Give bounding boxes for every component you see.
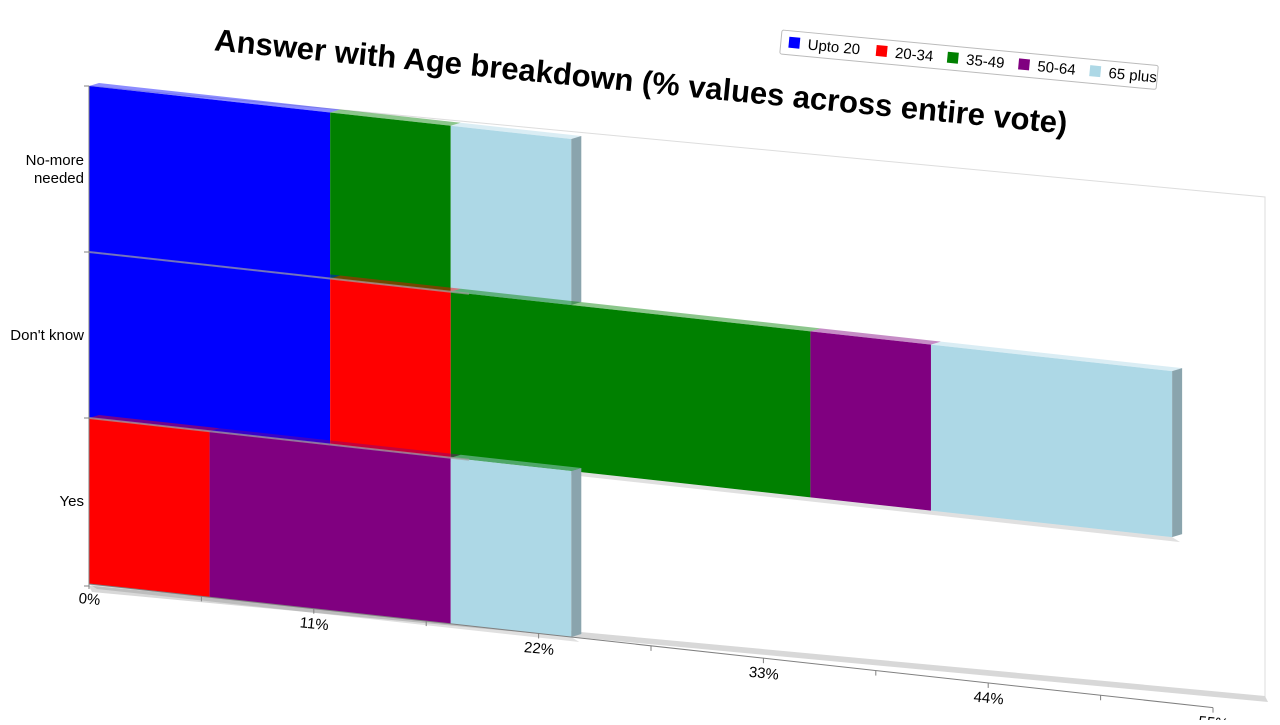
bar-top-don-t-know-65-plus bbox=[930, 341, 1183, 372]
bar-yes-65-plus bbox=[450, 457, 572, 638]
bar-top-yes-65-plus bbox=[450, 454, 582, 472]
bar-yes-20-34 bbox=[89, 418, 210, 598]
bar-yes-50-64 bbox=[209, 431, 451, 624]
legend-label-upto-20: Upto 20 bbox=[807, 37, 861, 59]
legend-swatch-20-34 bbox=[875, 44, 888, 57]
bar-shadow-yes bbox=[89, 584, 580, 643]
bar-top-yes-20-34 bbox=[89, 415, 220, 432]
value-tick-label: 0% bbox=[78, 590, 101, 609]
bar-no-more-needed-upto-20 bbox=[89, 86, 331, 279]
bar-don-t-know-20-34 bbox=[330, 278, 451, 458]
legend-label-35-49: 35-49 bbox=[965, 52, 1005, 73]
legend: Upto 20 20-34 35-49 50-64 65 plus bbox=[779, 29, 1159, 90]
category-label-no-more-needed: No-more needed bbox=[26, 152, 84, 187]
legend-box bbox=[779, 29, 1159, 90]
value-tick-label: 44% bbox=[973, 689, 1005, 709]
row-separator bbox=[88, 251, 470, 295]
value-tick-label: 11% bbox=[299, 614, 329, 634]
bar-don-t-know-65-plus bbox=[930, 344, 1173, 538]
legend-label-50-64: 50-64 bbox=[1037, 58, 1077, 79]
bar-top-no-more-needed-35-49 bbox=[330, 109, 461, 126]
legend-swatch-50-64 bbox=[1018, 58, 1031, 71]
bar-no-more-needed-65-plus bbox=[450, 125, 572, 306]
value-tick-label: 22% bbox=[523, 639, 555, 659]
bar-top-no-more-needed-65-plus bbox=[450, 122, 582, 140]
bar-don-t-know-50-64 bbox=[810, 331, 931, 511]
bar-side-don-t-know bbox=[1172, 368, 1183, 538]
legend-label-65-plus: 65 plus bbox=[1108, 65, 1158, 86]
legend-swatch-35-49 bbox=[946, 51, 959, 64]
category-label-don-t-know: Don't know bbox=[10, 327, 84, 344]
bar-side-yes bbox=[571, 468, 582, 638]
bar-no-more-needed-35-49 bbox=[330, 112, 451, 292]
legend-label-20-34: 20-34 bbox=[894, 45, 934, 66]
bar-top-don-t-know-50-64 bbox=[810, 328, 941, 345]
bar-side-no-more-needed bbox=[571, 136, 582, 306]
bar-don-t-know-upto-20 bbox=[89, 252, 331, 445]
bar-top-yes-50-64 bbox=[209, 428, 461, 458]
row-separator bbox=[88, 417, 470, 461]
bar-don-t-know-35-49 bbox=[450, 291, 811, 498]
bar-top-don-t-know-upto-20 bbox=[89, 249, 341, 279]
bar-top-don-t-know-20-34 bbox=[330, 275, 461, 292]
bar-top-don-t-know-35-49 bbox=[450, 288, 821, 332]
value-tick-label: 55% bbox=[1198, 713, 1230, 720]
bar-top-no-more-needed-upto-20 bbox=[89, 83, 341, 113]
category-label-yes: Yes bbox=[60, 493, 84, 510]
value-tick-label: 33% bbox=[748, 664, 780, 684]
legend-swatch-upto-20 bbox=[788, 36, 801, 49]
legend-swatch-65-plus bbox=[1089, 65, 1102, 78]
